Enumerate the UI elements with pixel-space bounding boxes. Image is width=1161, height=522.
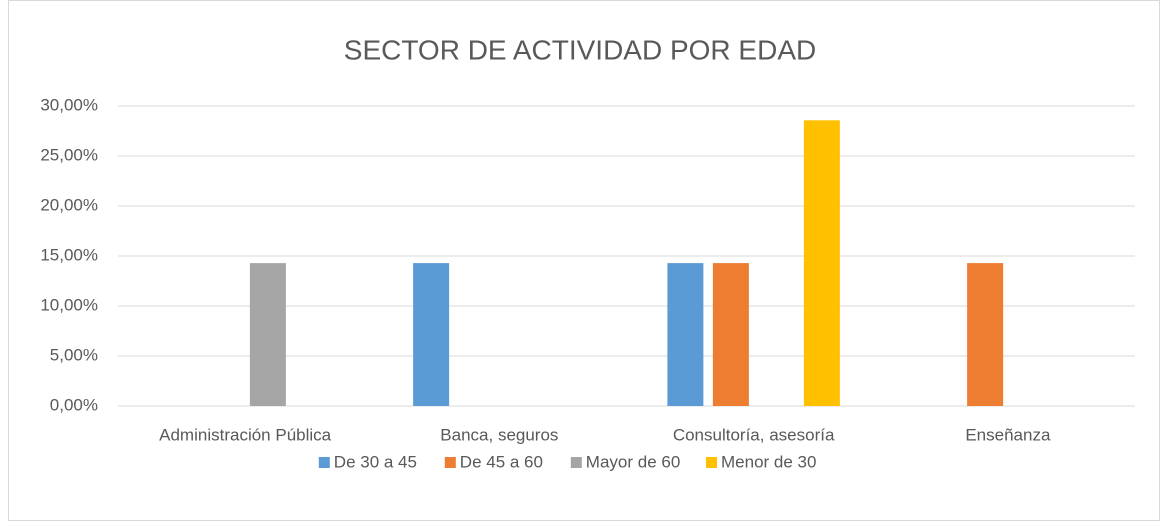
y-tick-label: 30,00% <box>40 95 98 114</box>
y-tick-label: 20,00% <box>40 195 98 214</box>
legend-swatch <box>444 457 456 468</box>
x-tick-label: Banca, seguros <box>440 425 558 444</box>
legend-label: De 30 a 45 <box>334 452 417 471</box>
x-tick-label: Administración Pública <box>159 425 332 444</box>
bar <box>249 263 286 406</box>
legend-label: Menor de 30 <box>721 452 816 471</box>
y-tick-label: 5,00% <box>50 345 98 364</box>
y-tick-label: 15,00% <box>40 245 98 264</box>
legend-label: De 45 a 60 <box>460 452 543 471</box>
legend-swatch <box>318 457 330 468</box>
x-tick-label: Enseñanza <box>965 425 1051 444</box>
legend-label: Mayor de 60 <box>586 452 681 471</box>
bar <box>413 263 450 406</box>
chart-title: SECTOR DE ACTIVIDAD POR EDAD <box>344 34 816 65</box>
bar <box>967 263 1004 406</box>
x-tick-label: Consultoría, asesoría <box>673 425 835 444</box>
y-tick-label: 0,00% <box>50 395 98 414</box>
bar <box>803 120 840 407</box>
legend-swatch <box>706 457 717 468</box>
y-tick-label: 10,00% <box>40 295 98 314</box>
chart-frame <box>8 0 1160 521</box>
bar <box>667 263 704 406</box>
y-tick-label: 25,00% <box>40 145 98 164</box>
legend-swatch <box>570 457 582 468</box>
bar <box>712 263 749 406</box>
